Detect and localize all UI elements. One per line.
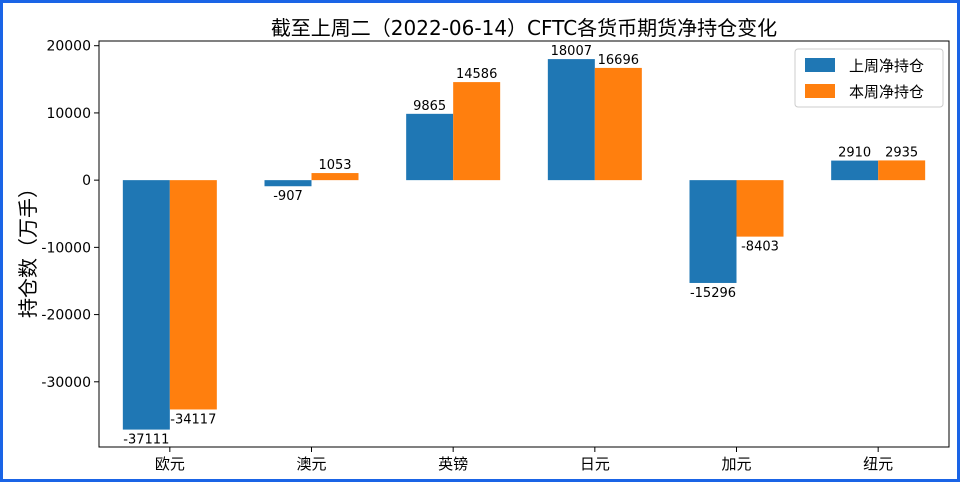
data-label: 1053 <box>318 158 351 173</box>
y-tick-label: 10000 <box>46 106 91 122</box>
data-label: 16696 <box>598 53 639 68</box>
legend-label: 上周净持仓 <box>849 57 924 75</box>
bar-2-4 <box>594 67 642 181</box>
data-label: 9865 <box>413 99 446 114</box>
x-tick-label: 加元 <box>721 455 751 473</box>
bar-2-3 <box>453 82 501 181</box>
x-tick-label: 纽元 <box>863 455 893 473</box>
data-label: 14586 <box>456 67 497 82</box>
bar-2-1 <box>169 180 217 410</box>
bar-2-6 <box>878 160 926 181</box>
x-tick-label: 欧元 <box>155 455 185 473</box>
bar-2-5 <box>736 180 784 237</box>
x-tick-label: 英镑 <box>438 455 468 473</box>
data-label: 2910 <box>838 146 871 161</box>
bar-1-6 <box>831 160 879 181</box>
data-label: -37111 <box>123 433 169 448</box>
y-tick-label: -10000 <box>41 240 91 256</box>
data-label: 2935 <box>885 145 918 160</box>
legend-label: 本周净持仓 <box>849 83 924 101</box>
bar-1-5 <box>689 180 737 283</box>
bar-2-2 <box>311 173 359 181</box>
y-tick-label: -20000 <box>41 308 91 324</box>
bar-1-1 <box>122 180 170 430</box>
data-label: -15296 <box>690 286 736 301</box>
legend-swatch-2 <box>805 84 835 98</box>
bar-1-4 <box>547 59 595 181</box>
data-label: -8403 <box>741 240 779 255</box>
data-label: -34117 <box>170 412 216 427</box>
legend-swatch-1 <box>805 58 835 72</box>
data-label: -907 <box>273 189 303 204</box>
y-axis-label: 持仓数（万手） <box>16 178 40 318</box>
bar-1-3 <box>406 113 454 181</box>
axes-frame <box>98 40 950 448</box>
data-label: 18007 <box>551 44 592 59</box>
bar-1-2 <box>264 180 312 187</box>
chart-title: 截至上周二（2022-06-14）CFTC各货币期货净持仓变化 <box>271 16 777 40</box>
x-tick-label: 日元 <box>580 455 610 473</box>
y-tick-label: 20000 <box>46 39 91 55</box>
plot-area: -37111 -907 9865 18007 -15296 2910 -34117 1053 1… <box>41 39 950 473</box>
y-tick-label: 0 <box>82 173 91 189</box>
x-tick-label: 澳元 <box>296 455 326 473</box>
y-tick-label: -30000 <box>41 375 91 391</box>
bar-chart: 截至上周二（2022-06-14）CFTC各货币期货净持仓变化 持仓数（万手） … <box>16 16 950 473</box>
